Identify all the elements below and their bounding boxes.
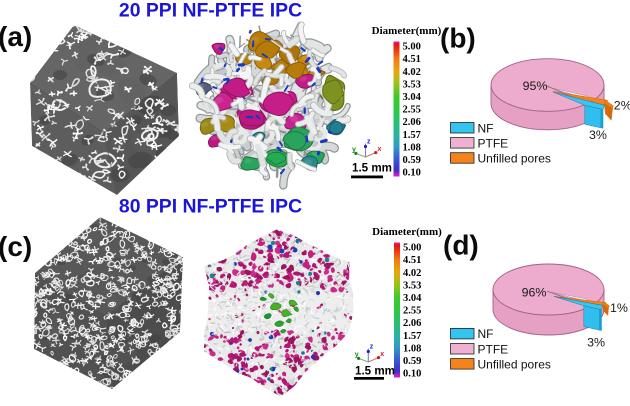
svg-text:y: y (352, 147, 356, 154)
svg-text:1.5 mm: 1.5 mm (352, 162, 392, 175)
svg-text:2.55: 2.55 (403, 105, 421, 116)
svg-text:20 PPI NF-PTFE IPC: 20 PPI NF-PTFE IPC (119, 0, 302, 21)
svg-text:2%: 2% (614, 98, 630, 112)
svg-text:5.00: 5.00 (403, 42, 421, 53)
svg-text:80 PPI NF-PTFE IPC: 80 PPI NF-PTFE IPC (119, 195, 302, 217)
svg-text:(d): (d) (443, 230, 479, 261)
svg-text:1%: 1% (610, 301, 628, 315)
svg-text:4.51: 4.51 (403, 54, 421, 65)
svg-text:Unfilled pores: Unfilled pores (478, 152, 551, 166)
svg-text:2.06: 2.06 (403, 318, 421, 329)
svg-text:y: y (355, 352, 359, 359)
svg-text:3%: 3% (587, 336, 605, 350)
svg-text:Diameter(mm): Diameter(mm) (372, 226, 442, 238)
svg-text:(c): (c) (0, 231, 32, 262)
svg-text:3.04: 3.04 (403, 293, 422, 304)
svg-text:1.57: 1.57 (403, 331, 421, 342)
svg-text:2.06: 2.06 (403, 117, 421, 128)
svg-text:3.04: 3.04 (403, 92, 422, 103)
svg-text:Diameter(mm): Diameter(mm) (372, 25, 442, 37)
svg-text:(b): (b) (440, 23, 476, 54)
svg-text:95%: 95% (523, 79, 548, 93)
svg-text:3.53: 3.53 (403, 79, 421, 90)
svg-text:z: z (370, 344, 374, 351)
svg-text:0.10: 0.10 (403, 168, 421, 179)
svg-text:0.59: 0.59 (403, 356, 421, 367)
svg-text:NF: NF (478, 327, 494, 341)
svg-text:x: x (380, 351, 384, 358)
svg-text:NF: NF (478, 121, 494, 135)
svg-text:(a): (a) (0, 21, 32, 52)
svg-text:0.10: 0.10 (403, 369, 421, 380)
svg-text:PTFE: PTFE (478, 136, 509, 150)
svg-text:z: z (367, 139, 371, 146)
svg-text:x: x (378, 146, 382, 153)
svg-text:Unfilled pores: Unfilled pores (478, 357, 551, 371)
svg-text:1.08: 1.08 (403, 343, 421, 354)
svg-text:1.57: 1.57 (403, 130, 421, 141)
svg-text:1.08: 1.08 (403, 142, 421, 153)
svg-text:5.00: 5.00 (403, 243, 421, 254)
svg-text:3.53: 3.53 (403, 280, 421, 291)
svg-text:PTFE: PTFE (478, 342, 509, 356)
svg-text:4.51: 4.51 (403, 255, 421, 266)
svg-text:0.59: 0.59 (403, 155, 421, 166)
svg-text:96%: 96% (522, 285, 547, 299)
svg-text:2.55: 2.55 (403, 306, 421, 317)
svg-text:3%: 3% (589, 128, 607, 142)
svg-text:4.02: 4.02 (403, 268, 421, 279)
svg-text:1.5 mm: 1.5 mm (355, 365, 395, 378)
svg-text:4.02: 4.02 (403, 67, 421, 78)
